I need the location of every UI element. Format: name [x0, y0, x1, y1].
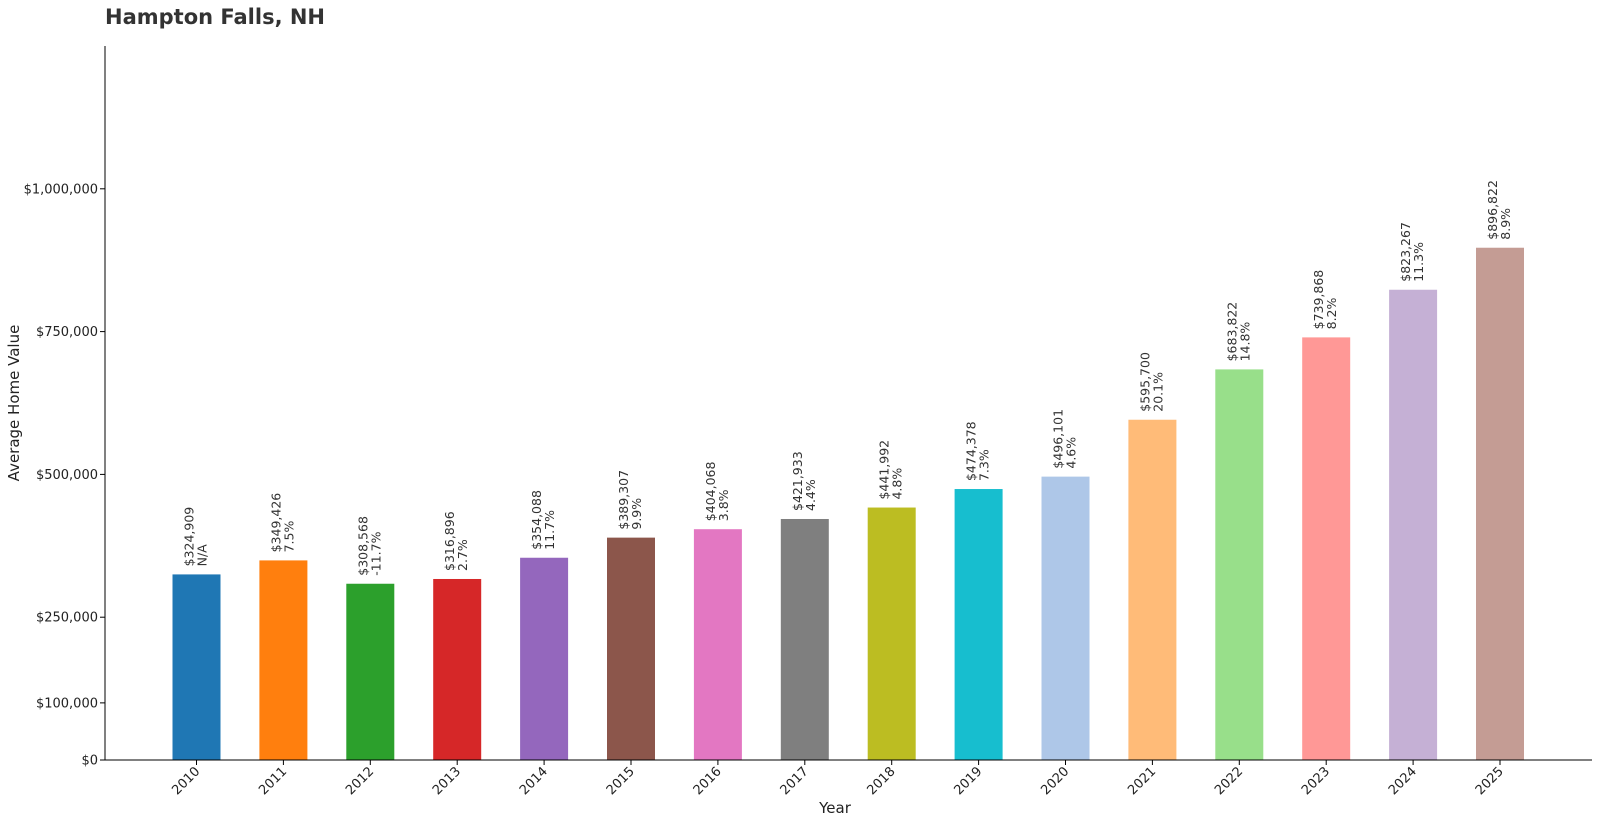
value-label-2020: $496,101 — [1051, 409, 1066, 469]
change-label-2011: 7.5% — [281, 521, 296, 553]
y-tick-label: $1,000,000 — [24, 182, 98, 197]
value-label-2017: $421,933 — [790, 451, 805, 511]
value-label-2022: $683,822 — [1224, 302, 1239, 362]
y-tick-label: $750,000 — [36, 325, 98, 340]
x-tick-label-2018: 2018 — [865, 764, 899, 798]
value-label-2016: $404,068 — [703, 462, 718, 522]
x-tick-label-2010: 2010 — [169, 764, 203, 798]
value-label-2025: $896,822 — [1485, 180, 1500, 240]
x-axis-label: Year — [818, 799, 852, 817]
x-tick-label-2025: 2025 — [1473, 764, 1507, 798]
bar-2021 — [1128, 419, 1177, 760]
bar-2011 — [259, 560, 308, 760]
x-tick-label-2017: 2017 — [778, 764, 812, 798]
bar-2018 — [867, 507, 916, 760]
x-axis-ticks: 2010 2011 2012 2013 2014 2015 2016 2017 2018 2019… — [169, 760, 1507, 798]
chart-title: Hampton Falls, NH — [105, 5, 325, 29]
bar-2023 — [1302, 337, 1351, 760]
value-label-2021: $595,700 — [1137, 352, 1152, 412]
bar-2025 — [1476, 247, 1524, 760]
change-label-2018: 4.8% — [890, 468, 905, 500]
x-tick-label-2014: 2014 — [517, 764, 551, 798]
x-tick-label-2020: 2020 — [1038, 764, 1072, 798]
x-tick-label-2023: 2023 — [1299, 764, 1333, 798]
bar-2015 — [607, 537, 655, 760]
bar-2013 — [433, 578, 482, 760]
value-label-2011: $349,426 — [268, 493, 283, 553]
bar-2022 — [1215, 369, 1264, 760]
value-label-2012: $308,568 — [355, 516, 370, 576]
change-label-2023: 8.2% — [1324, 298, 1339, 330]
change-label-2017: 4.4% — [803, 479, 818, 511]
y-axis-label: Average Home Value — [5, 325, 23, 482]
x-tick-label-2016: 2016 — [691, 764, 725, 798]
change-label-2020: 4.6% — [1064, 437, 1079, 469]
change-label-2019: 7.3% — [977, 449, 992, 481]
change-label-2025: 8.9% — [1498, 208, 1513, 240]
bar-2010 — [172, 574, 221, 760]
change-label-2010: N/A — [195, 544, 210, 567]
change-label-2016: 3.8% — [716, 489, 731, 521]
bar-2016 — [693, 529, 742, 760]
y-tick-label: $0 — [81, 754, 98, 769]
bar-2020 — [1041, 476, 1090, 760]
bar-2019 — [954, 489, 1003, 760]
value-label-2023: $739,868 — [1311, 270, 1326, 330]
change-label-2015: 9.9% — [629, 498, 644, 530]
change-label-2013: 2.7% — [455, 539, 470, 571]
value-label-2014: $354,088 — [529, 490, 544, 550]
value-label-2018: $441,992 — [877, 440, 892, 500]
x-tick-label-2022: 2022 — [1212, 764, 1246, 798]
x-tick-label-2021: 2021 — [1125, 764, 1159, 798]
x-tick-label-2015: 2015 — [604, 764, 638, 798]
bar-2012 — [346, 583, 395, 760]
x-tick-label-2024: 2024 — [1386, 764, 1420, 798]
change-label-2021: 20.1% — [1150, 372, 1165, 412]
y-axis-ticks: $0 $100,000 $250,000 $500,000 $750,000 $1,000… — [24, 182, 105, 769]
change-label-2012: -11.7% — [368, 531, 383, 575]
x-tick-label-2019: 2019 — [951, 764, 985, 798]
value-label-2013: $316,896 — [442, 511, 457, 571]
y-tick-label: $250,000 — [36, 611, 98, 626]
change-label-2022: 14.8% — [1237, 322, 1252, 362]
bar-2014 — [520, 557, 569, 760]
value-label-2024: $823,267 — [1398, 222, 1413, 282]
value-label-2010: $324,909 — [182, 507, 197, 567]
y-tick-label: $500,000 — [36, 468, 98, 483]
bar-2017 — [780, 518, 829, 760]
bar-2024 — [1389, 289, 1438, 760]
change-label-2024: 11.3% — [1411, 242, 1426, 282]
value-label-2019: $474,378 — [964, 421, 979, 481]
value-label-2015: $389,307 — [616, 470, 631, 530]
x-tick-label-2012: 2012 — [343, 764, 377, 798]
change-label-2014: 11.7% — [542, 510, 557, 550]
x-tick-label-2013: 2013 — [430, 764, 464, 798]
x-tick-label-2011: 2011 — [256, 764, 290, 798]
y-tick-label: $100,000 — [36, 696, 98, 711]
